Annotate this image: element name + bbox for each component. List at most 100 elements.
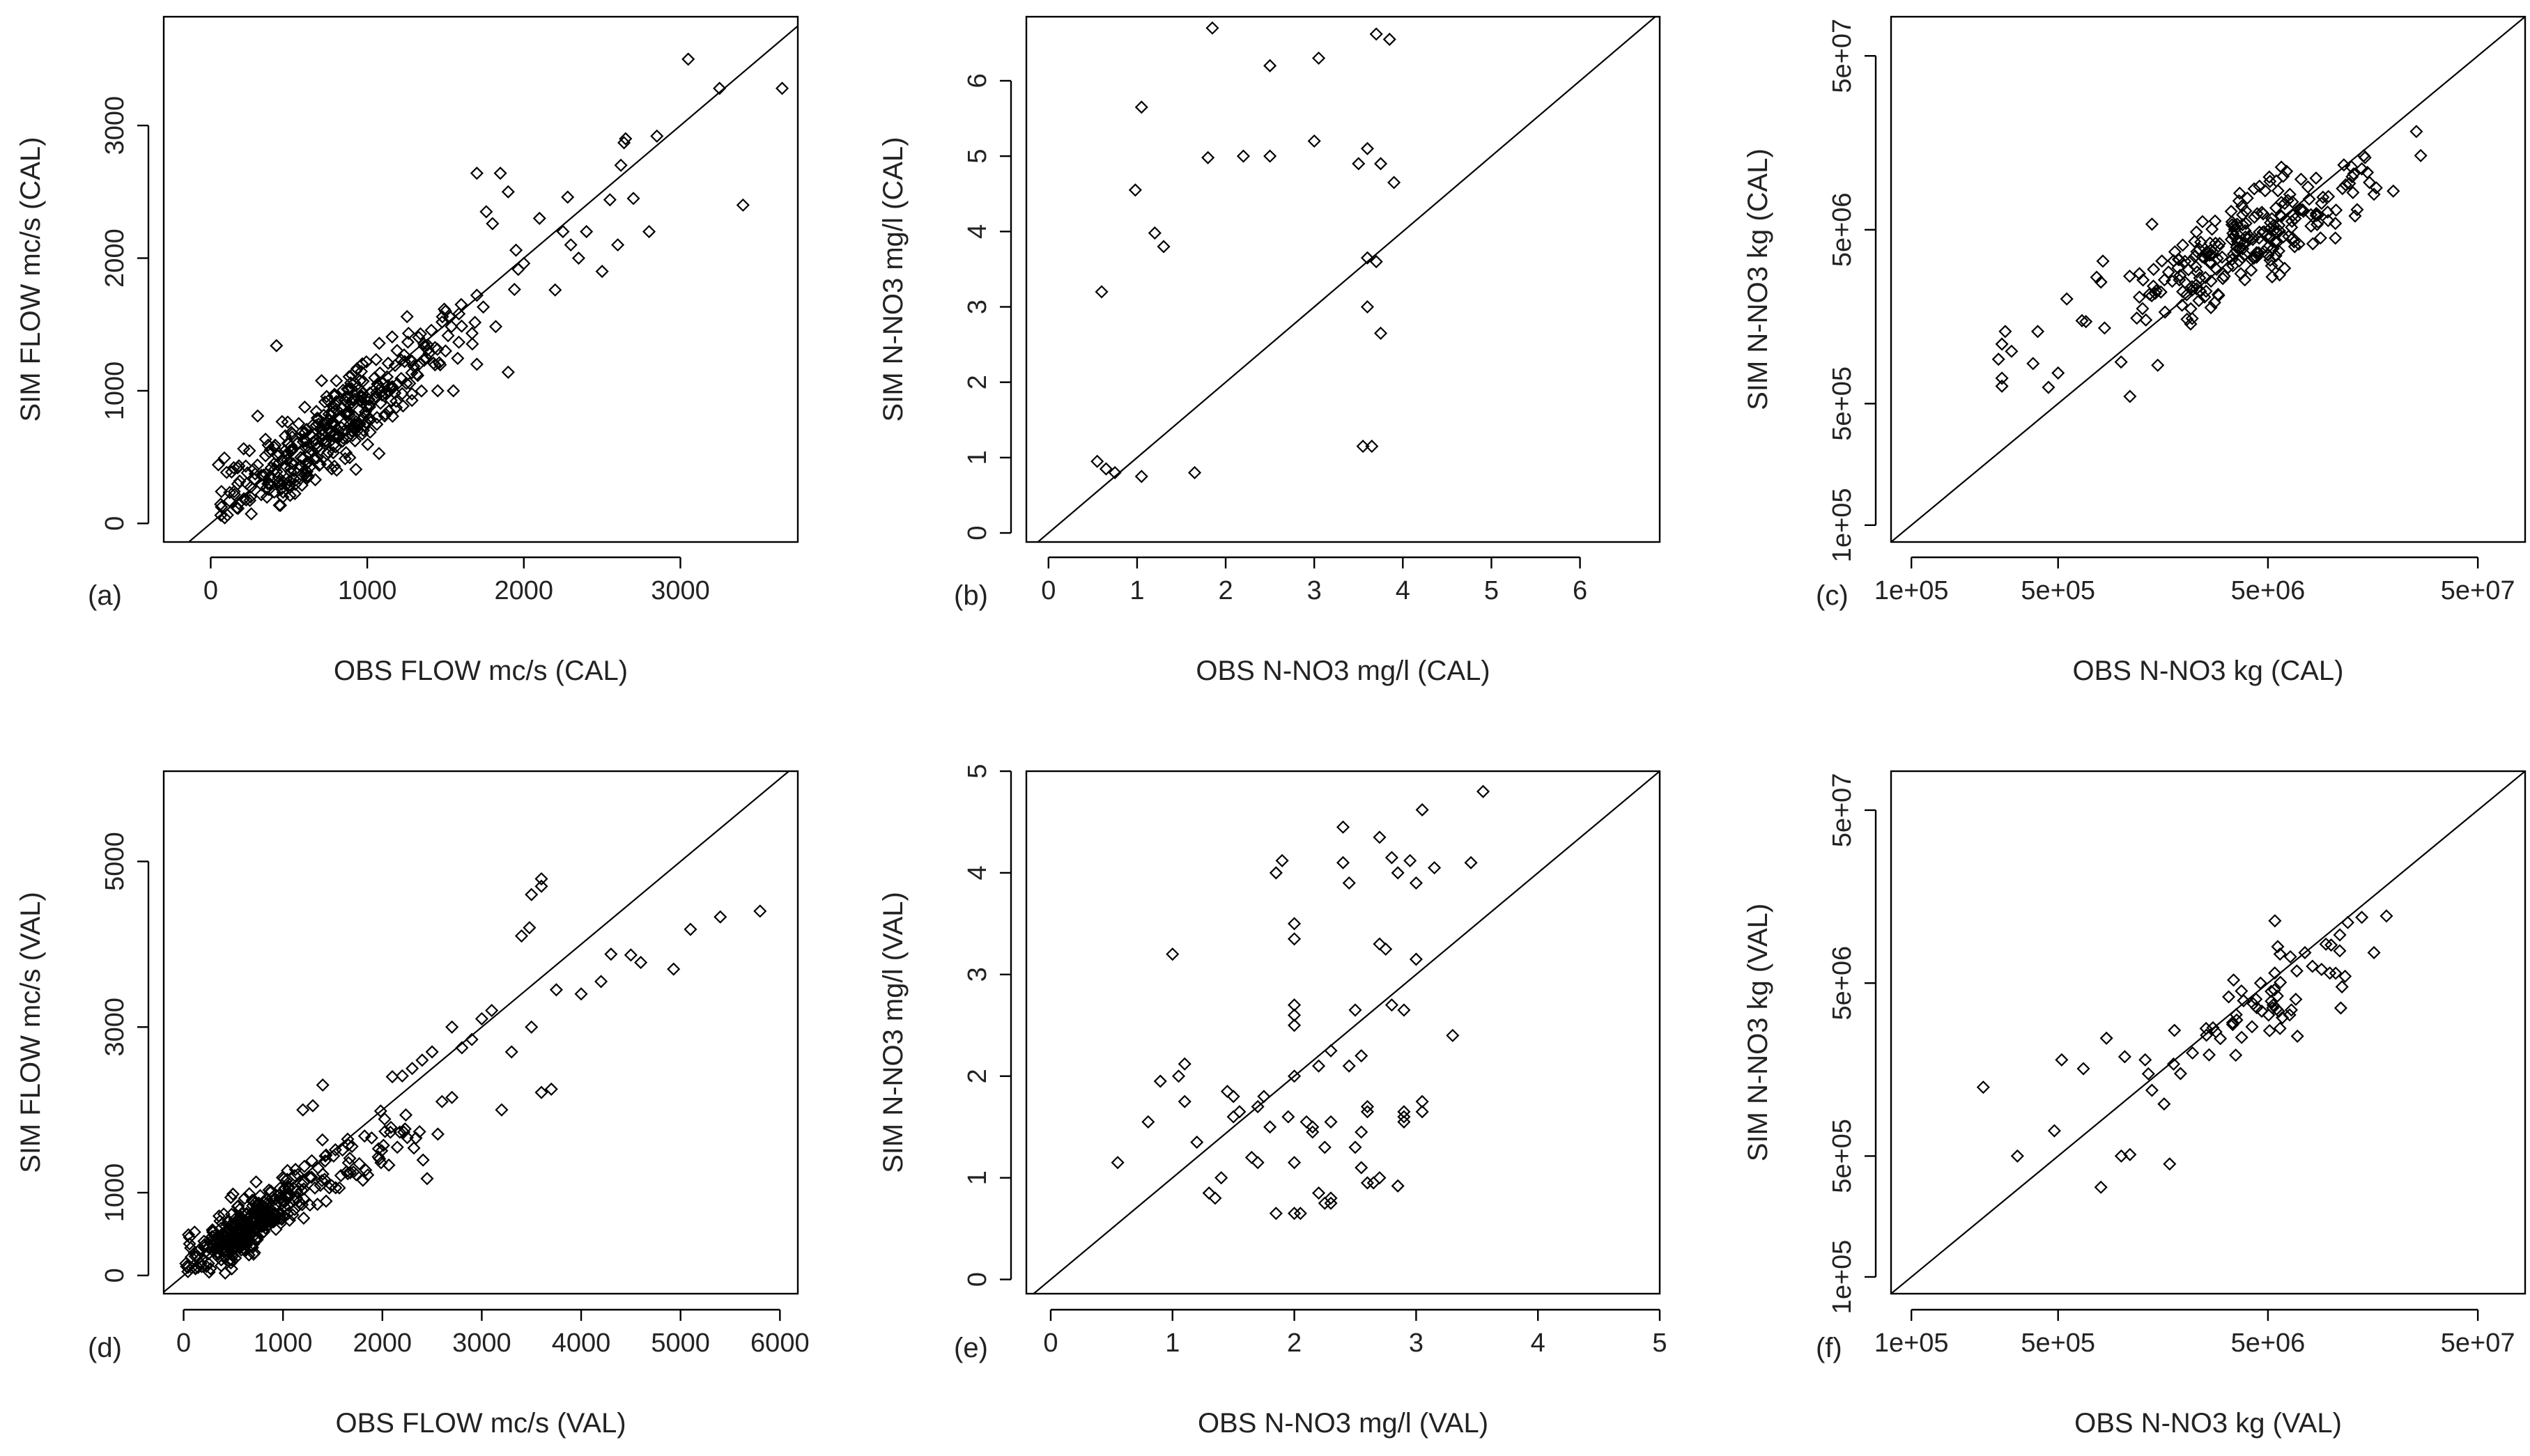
panel-5-data-point <box>1166 947 1180 961</box>
panel-4-data-point <box>222 1214 236 1227</box>
panel-2-x-tick-label: 5 <box>1484 576 1499 605</box>
panel-1-data-point <box>273 498 288 512</box>
panel-6-y-tick-label: 5e+07 <box>1828 773 1857 848</box>
panel-1-data-point <box>401 335 415 349</box>
panel-3-data-point <box>2132 290 2146 304</box>
panel-3-data-point <box>2171 261 2185 275</box>
panel-5-data-point <box>1171 1069 1186 1083</box>
panel-3-data-point <box>2274 210 2288 224</box>
panel-1-data-point <box>369 353 383 366</box>
panel-4-data-point <box>278 1181 292 1195</box>
panel-5-data-point <box>1257 1090 1271 1103</box>
panel-6-data-point <box>1976 1081 1990 1094</box>
panel-1-data-point <box>465 326 479 340</box>
panel-3-data-point <box>2060 292 2074 306</box>
panel-3-data-point <box>2249 250 2264 264</box>
panel-5-plot-frame <box>1025 770 1661 1295</box>
panel-3-data-point <box>2189 225 2203 239</box>
panel-1-x-tick-label: 3000 <box>651 576 710 605</box>
panel-3-data-point <box>2347 166 2361 181</box>
panel-5-y-axis-label: SIM N-NO3 mg/l (VAL) <box>878 892 909 1173</box>
panel-5-data-point <box>1409 876 1423 890</box>
panel-1-data-point <box>619 132 633 146</box>
panel-3-data-point <box>2200 245 2214 259</box>
panel-3-data-point <box>2253 225 2267 239</box>
panel-5-panel-label: (e) <box>954 1333 988 1363</box>
panel-4-data-point <box>753 904 767 918</box>
panel-6-data-point <box>2010 1149 2024 1163</box>
panel-1-data-point <box>281 415 295 429</box>
panel-4-data-point <box>183 1237 196 1250</box>
panel-6-data-point <box>2284 1003 2299 1017</box>
panel-1-data-point <box>405 394 419 408</box>
panel-2-data-point <box>1373 326 1388 340</box>
panel-1-data-point <box>263 478 277 492</box>
panel-5-data-point <box>1141 1115 1155 1129</box>
panel-4-data-point <box>224 1262 239 1276</box>
panel-5-data-point <box>1384 851 1398 865</box>
panel-6-data-point <box>2166 1057 2181 1071</box>
panel-1-x-tick-label: 2000 <box>495 576 554 605</box>
panel-3-data-point <box>2280 164 2294 178</box>
panel-6-y-tick-label: 5e+06 <box>1828 946 1857 1021</box>
panel-3-data-point <box>2190 265 2204 279</box>
panel-3-x-tick-label: 1e+05 <box>1874 576 1949 605</box>
panel-2-data-point <box>1369 27 1383 41</box>
panel-5-data-point <box>1111 1156 1125 1170</box>
panel-3-data-point <box>2005 344 2019 358</box>
panel-1-data-point <box>240 466 254 480</box>
panel-3-data-point <box>2313 231 2327 245</box>
panel-3-data-point <box>2030 325 2045 339</box>
panel-1-data-point <box>348 375 362 389</box>
panel-3-data-point <box>2188 235 2202 249</box>
panel-6-data-point <box>2099 1031 2113 1045</box>
panel-2-x-tick-label: 3 <box>1307 576 1322 605</box>
panel-5-data-point <box>1366 1176 1380 1190</box>
panel-4-data-point <box>574 987 588 1001</box>
panel-4-data-point <box>319 1194 333 1208</box>
panel-3-data-point <box>1995 379 2009 393</box>
panel-1-data-point <box>611 238 625 252</box>
panel-5-data-point <box>1293 1207 1307 1221</box>
panel-3-data-point <box>2226 226 2240 240</box>
panel-3-data-point <box>2151 358 2165 372</box>
panel-1-data-point <box>355 386 369 401</box>
panel-3-data-point <box>2042 380 2055 394</box>
panel-6-data-point <box>2214 1032 2228 1046</box>
panel-5-data-point <box>1373 830 1387 844</box>
panel-1-data-point <box>362 411 376 425</box>
panel-5-data-point <box>1342 1059 1356 1073</box>
panel-3-data-point <box>2282 229 2296 243</box>
panel-1-data-point <box>370 417 384 431</box>
panel-1-y-axis-label: SIM FLOW mc/s (CAL) <box>15 137 46 422</box>
panel-4-data-point <box>191 1260 205 1274</box>
panel-5-data-point <box>1397 1115 1411 1129</box>
panel-6-data-point <box>2237 993 2251 1007</box>
panel-5-data-point <box>1324 1191 1338 1205</box>
panel-1-data-point <box>381 378 395 393</box>
panel-4-data-point <box>273 1208 287 1222</box>
panel-2-y-tick-label: 0 <box>963 525 992 540</box>
panel-3-data-point <box>2285 215 2299 229</box>
panel-1-data-point <box>348 392 362 406</box>
panel-4-data-point <box>604 947 618 961</box>
panel-4-data-point <box>318 1154 332 1168</box>
panel-3-data-point <box>2209 263 2223 277</box>
panel-2-data-point <box>1360 141 1375 155</box>
panel-1-data-point <box>318 435 332 449</box>
panel-1-data-point <box>358 405 372 419</box>
panel-2-data-point <box>1205 21 1219 35</box>
panel-1-data-point <box>316 422 330 436</box>
panel-4-data-point <box>325 1179 339 1193</box>
panel-3-data-point <box>2232 194 2246 208</box>
panel-3-data-point <box>2263 222 2277 236</box>
panel-4-data-point <box>281 1182 295 1195</box>
panel-3-data-point <box>2132 267 2147 281</box>
panel-3-data-point <box>2235 217 2250 232</box>
panel-4-data-point <box>525 1020 539 1034</box>
panel-2-data-point <box>1352 157 1366 171</box>
panel-1-data-point <box>338 451 352 466</box>
panel-3-y-tick-label: 5e+05 <box>1828 366 1857 441</box>
panel-1-data-point <box>401 326 415 341</box>
